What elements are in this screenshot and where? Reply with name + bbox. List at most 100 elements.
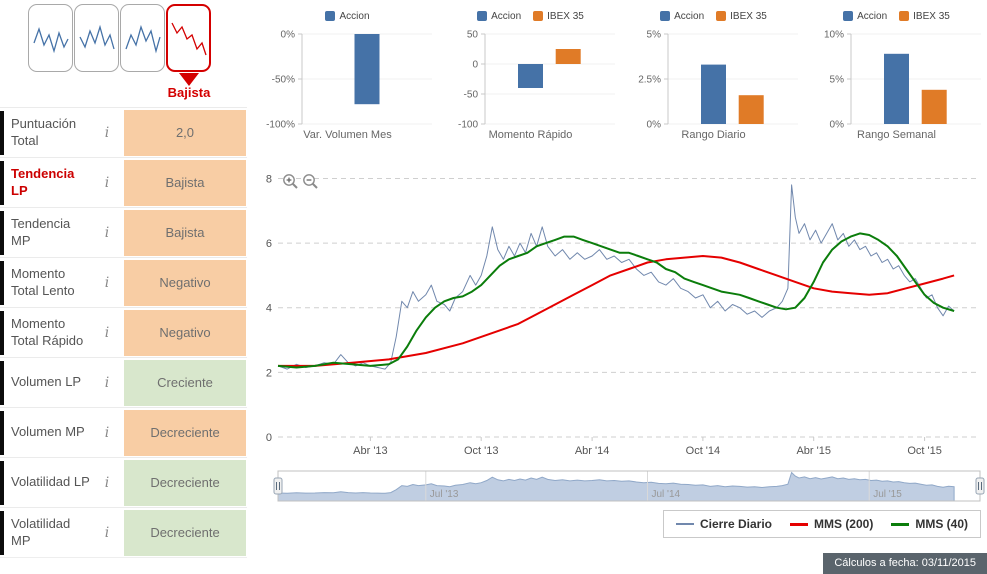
legend-item-accion[interactable]: Accion: [325, 11, 370, 22]
chart-legend: Cierre Diario MMS (200) MMS (40): [662, 510, 981, 538]
indicator-value: Creciente: [124, 359, 246, 406]
zoom-controls: [282, 173, 319, 190]
legend-item-ibex-35[interactable]: IBEX 35: [899, 11, 950, 22]
indicator-label: Puntuación Total: [11, 116, 77, 148]
mini-bar-charts: Accion 0% -50% -100% Var. Volumen Mes Accion I…: [256, 2, 987, 154]
y-axis-label: 6: [266, 238, 272, 250]
indicator-label: Momento Total Rápido: [11, 316, 84, 348]
legend-item-ibex-35[interactable]: IBEX 35: [533, 11, 584, 22]
x-axis-label: Oct '14: [686, 445, 721, 457]
indicator-value: Decreciente: [124, 459, 246, 506]
legend-item-mms-200-[interactable]: MMS (200): [789, 517, 873, 531]
indicator-label: Volatilidad MP: [11, 516, 71, 548]
x-axis-label: Oct '13: [464, 445, 499, 457]
legend-item-ibex-35[interactable]: IBEX 35: [716, 11, 767, 22]
bar-accion: [884, 53, 909, 124]
info-icon[interactable]: i: [104, 424, 110, 441]
indicator-value: 2,0: [124, 109, 246, 156]
chart-thumbnail[interactable]: [74, 4, 119, 72]
chart-thumbnail[interactable]: [120, 4, 165, 72]
selected-trend-label: Bajista: [167, 85, 211, 100]
info-icon[interactable]: i: [104, 374, 110, 391]
indicator-label: Volumen MP: [11, 424, 85, 440]
indicator-label: Tendencia MP: [11, 216, 71, 248]
legend-label: Accion: [674, 10, 705, 22]
info-icon[interactable]: i: [104, 324, 110, 341]
mini-chart-legend: Accion IBEX 35: [660, 8, 767, 24]
mini-chart-legend: Accion IBEX 35: [477, 8, 584, 24]
legend-item-mms-40-[interactable]: MMS (40): [891, 517, 968, 531]
sparkline-path: [32, 26, 69, 54]
zoom-out-button[interactable]: [302, 173, 319, 190]
chart-thumbnail[interactable]: [28, 4, 73, 72]
navigator-handle-left[interactable]: [273, 477, 283, 495]
indicator-value: Bajista: [124, 209, 246, 256]
indicator-row: Puntuación Total i 2,0: [0, 107, 247, 157]
legend-label: Accion: [491, 10, 522, 22]
legend-item-accion[interactable]: Accion: [477, 11, 521, 22]
axis-tick-label: -100: [458, 120, 478, 129]
axis-tick-label: -50: [464, 90, 479, 101]
legend-label: MMS (40): [915, 517, 968, 531]
bar-ibex-35: [555, 49, 581, 64]
chart-thumbnail[interactable]: [166, 4, 211, 72]
legend-label: Accion: [857, 10, 888, 22]
info-icon[interactable]: i: [104, 274, 110, 291]
magnifier-plus-icon: [283, 174, 298, 189]
indicator-row: Tendencia MP i Bajista: [0, 207, 247, 257]
price-chart-panel: 0 2 4 6 8 Abr '13 Oct '13 Abr '14 Oct '14 Abr '15…: [256, 155, 987, 574]
indicator-row: Volumen MP i Decreciente: [0, 407, 247, 457]
indicator-value: Decreciente: [124, 509, 246, 556]
legend-item-cierre-diario[interactable]: Cierre Diario: [675, 517, 772, 531]
indicator-row: Volatilidad MP i Decreciente: [0, 507, 247, 557]
navigator-handle-right[interactable]: [975, 477, 985, 495]
x-axis-label: Oct '15: [907, 445, 942, 457]
mini-chart-title: Rango Semanal: [857, 129, 936, 141]
sparkline-path: [170, 22, 207, 56]
sparkline-path: [78, 24, 115, 50]
indicator-label: Momento Total Lento: [11, 266, 75, 298]
chart-thumbnails: [28, 4, 211, 72]
mini-chart-title: Rango Diario: [681, 129, 746, 141]
handle-body: [975, 477, 985, 495]
bar-ibex-35: [921, 89, 947, 124]
indicator-table: Puntuación Total i 2,0 Tendencia LP i Bajista…: [0, 107, 247, 558]
series-mms-200-: [278, 255, 955, 367]
info-icon[interactable]: i: [104, 224, 110, 241]
series-cierre-diario: [277, 184, 955, 370]
axis-tick-label: -100%: [266, 120, 295, 129]
y-axis-label: 4: [266, 303, 272, 315]
x-axis-label: Abr '15: [796, 445, 831, 457]
footer-date-bar: Cálculos a fecha: 03/11/2015: [823, 553, 987, 574]
indicator-row: Tendencia LP i Bajista: [0, 157, 247, 207]
sparkline-icon: [78, 24, 115, 50]
navigator-label: Jul '13: [430, 489, 459, 500]
indicator-value: Negativo: [124, 259, 246, 306]
info-icon[interactable]: i: [104, 474, 110, 491]
x-axis-label: Abr '14: [575, 445, 610, 457]
info-icon[interactable]: i: [104, 124, 110, 141]
y-axis-label: 0: [266, 432, 272, 444]
mini-chart-legend: Accion: [325, 8, 370, 24]
axis-tick-label: 0%: [830, 120, 845, 129]
zoom-in-button[interactable]: [282, 173, 299, 190]
legend-swatch: [716, 11, 727, 21]
mini-chart-title: Momento Rápido: [488, 129, 573, 141]
legend-item-accion[interactable]: Accion: [843, 11, 887, 22]
main-price-chart[interactable]: 0 2 4 6 8 Abr '13 Oct '13 Abr '14 Oct '14 Abr '15…: [256, 155, 987, 505]
legend-label: Cierre Diario: [699, 517, 772, 531]
navigator-area[interactable]: [277, 471, 955, 502]
mini-chart-title: Var. Volumen Mes: [303, 129, 392, 141]
sparkline-icon: [170, 22, 207, 56]
navigator-label: Jul '14: [652, 489, 681, 500]
legend-item-accion[interactable]: Accion: [660, 11, 704, 22]
series-mms-40-: [277, 232, 955, 369]
legend-marker: [891, 522, 910, 526]
sparkline-path: [124, 24, 161, 54]
legend-marker: [789, 522, 808, 526]
sparkline-icon: [124, 24, 161, 54]
info-icon[interactable]: i: [104, 174, 110, 191]
legend-swatch: [325, 11, 336, 21]
row-accent-bar: [0, 510, 4, 555]
info-icon[interactable]: i: [104, 524, 110, 541]
